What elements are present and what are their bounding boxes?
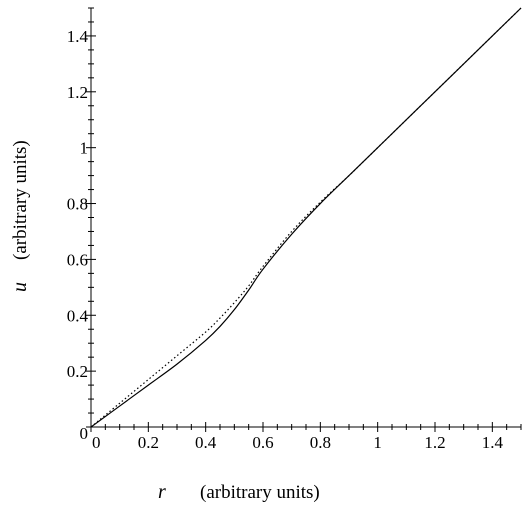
x-tick-label: 1	[373, 433, 382, 452]
y-axis-variable: u	[9, 282, 31, 292]
x-tick-label: 0.6	[252, 433, 273, 452]
y-tick-label: 1.2	[67, 83, 88, 102]
y-axis-unit: (arbitrary units)	[10, 140, 31, 260]
x-axis-variable: r	[158, 481, 166, 503]
y-tick-label: 1.4	[67, 27, 89, 46]
series-line-solid	[90, 7, 522, 428]
y-tick-label: 1	[80, 139, 89, 158]
x-tick-label: 0	[92, 433, 101, 452]
series-layer	[90, 7, 522, 428]
x-tick-label: 0.2	[138, 433, 159, 452]
axes-layer: 0 0.2 0.4 0.6 0.8 1 1.2 1.4 0 0.2 0.4 0.6 0.8 1 1.2 1.4	[67, 7, 522, 452]
y-tick-label: 0.8	[67, 195, 88, 214]
y-tick-label: 0.6	[67, 250, 88, 269]
y-tick-label: 0.2	[67, 362, 88, 381]
x-tick-label: 0.8	[310, 433, 331, 452]
labels-layer: r (arbitrary units) u (arbitrary units)	[9, 140, 320, 503]
x-tick-label: 0.4	[195, 433, 217, 452]
x-tick-label: 1.2	[424, 433, 445, 452]
x-axis-unit: (arbitrary units)	[200, 482, 320, 503]
y-tick-label: 0	[80, 424, 89, 443]
y-tick-label: 0.4	[67, 306, 89, 325]
x-tick-label: 1.4	[482, 433, 504, 452]
